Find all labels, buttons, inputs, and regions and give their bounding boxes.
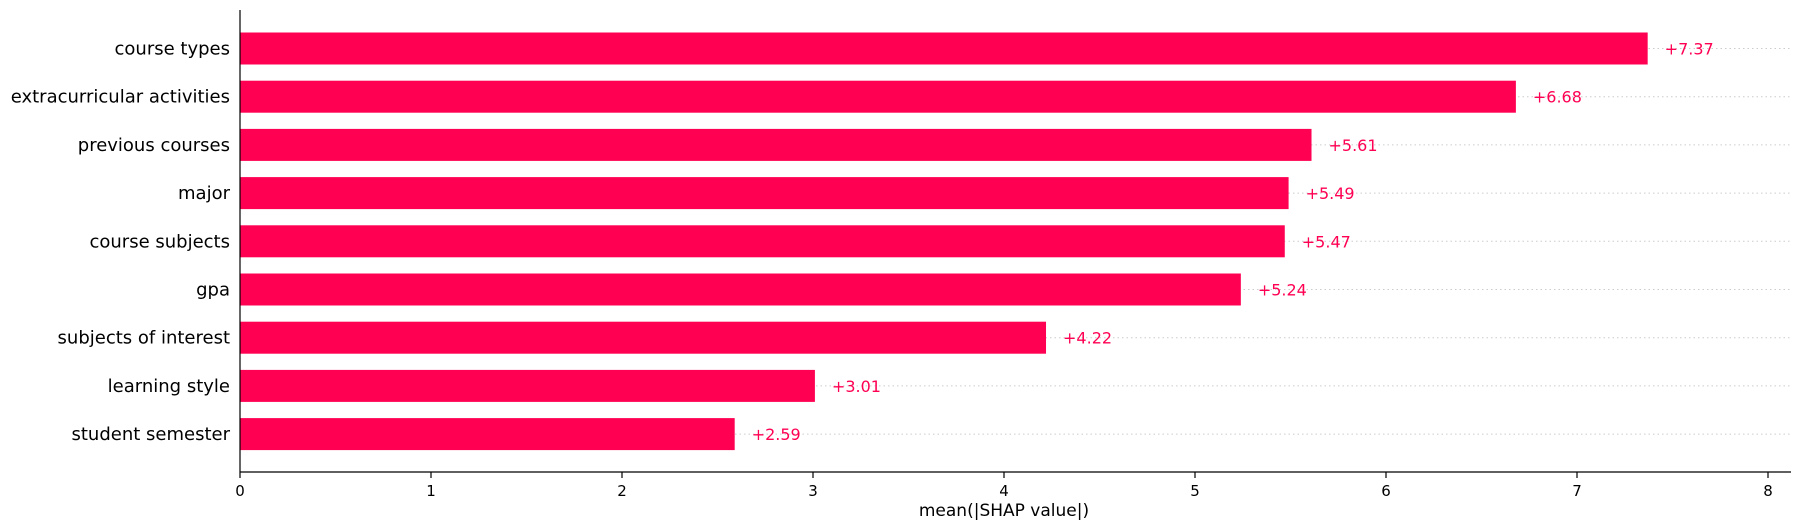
value-label: +3.01 bbox=[832, 377, 881, 396]
category-labels: course types extracurricular activities pr… bbox=[11, 39, 231, 446]
category-label: extracurricular activities bbox=[11, 87, 230, 108]
category-label: major bbox=[178, 183, 231, 204]
bar bbox=[240, 225, 1285, 258]
value-label: +4.22 bbox=[1063, 329, 1112, 348]
x-axis-title: mean(|SHAP value|) bbox=[919, 501, 1089, 521]
bar bbox=[240, 369, 815, 402]
bar bbox=[240, 273, 1241, 306]
bars bbox=[240, 32, 1648, 451]
value-labels: +7.37 +6.68 +5.61 +5.49 +5.47 +5.24 +4.22 +3.01… bbox=[752, 40, 1714, 445]
value-label: +2.59 bbox=[752, 425, 801, 444]
x-tick-label: 4 bbox=[999, 482, 1009, 500]
x-tick-label: 6 bbox=[1381, 482, 1391, 500]
value-label: +5.47 bbox=[1302, 232, 1351, 251]
x-ticks: 0 1 2 3 4 5 6 7 8 bbox=[235, 472, 1773, 500]
x-tick-label: 0 bbox=[235, 482, 245, 500]
bar bbox=[240, 177, 1289, 210]
category-label: subjects of interest bbox=[58, 328, 230, 349]
category-label: learning style bbox=[108, 376, 230, 397]
x-tick-label: 5 bbox=[1190, 482, 1200, 500]
bar bbox=[240, 32, 1648, 65]
x-tick-label: 3 bbox=[808, 482, 818, 500]
bar bbox=[240, 80, 1516, 113]
bar bbox=[240, 128, 1312, 161]
x-tick-label: 8 bbox=[1763, 482, 1773, 500]
x-tick-label: 2 bbox=[617, 482, 627, 500]
category-label: previous courses bbox=[78, 135, 230, 156]
x-tick-label: 1 bbox=[426, 482, 436, 500]
value-label: +5.24 bbox=[1258, 281, 1307, 300]
bar bbox=[240, 321, 1047, 354]
category-label: gpa bbox=[196, 280, 230, 301]
value-label: +5.61 bbox=[1329, 136, 1378, 155]
category-label: student semester bbox=[71, 424, 230, 445]
x-tick-label: 7 bbox=[1572, 482, 1582, 500]
value-label: +6.68 bbox=[1533, 88, 1582, 107]
bar bbox=[240, 418, 735, 451]
value-label: +7.37 bbox=[1665, 40, 1714, 59]
category-label: course types bbox=[115, 39, 230, 60]
category-label: course subjects bbox=[89, 231, 230, 252]
value-label: +5.49 bbox=[1306, 184, 1355, 203]
